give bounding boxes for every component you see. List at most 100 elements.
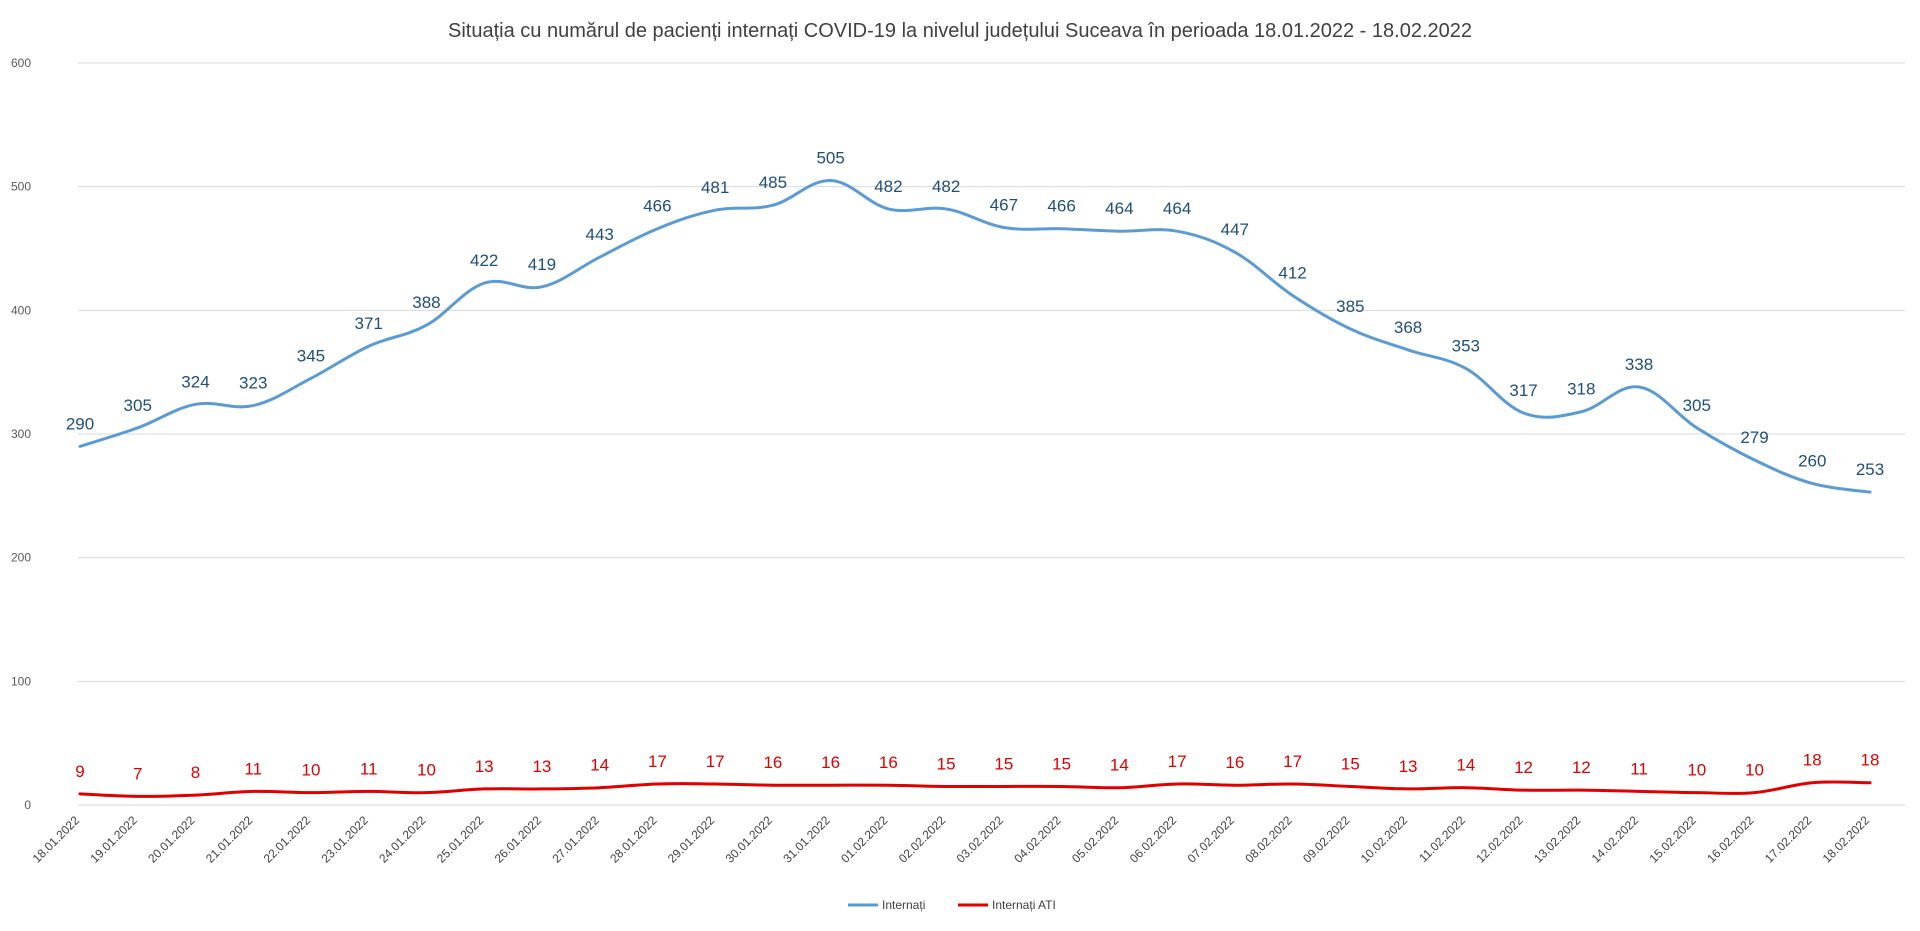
data-label: 505 (816, 148, 844, 167)
data-label: 464 (1163, 199, 1191, 218)
y-axis-ticks: 0 100 200 300 400 500 600 (11, 56, 31, 812)
data-label: 447 (1221, 220, 1249, 239)
x-tick-label: 31.01.2022 (780, 813, 833, 866)
data-label: 318 (1567, 380, 1595, 399)
x-tick-label: 09.02.2022 (1300, 813, 1353, 866)
data-label: 15 (994, 754, 1013, 773)
legend-label: Internați (882, 898, 925, 912)
x-tick-label: 21.01.2022 (203, 813, 256, 866)
data-label: 345 (297, 346, 325, 365)
data-label: 323 (239, 374, 267, 393)
data-label: 9 (75, 762, 84, 781)
data-label: 15 (937, 754, 956, 773)
data-labels: 290 305 324 323 345 371 388 422 419 443 466 481 485 5… (66, 148, 1884, 783)
x-tick-label: 04.02.2022 (1011, 813, 1064, 866)
data-label: 16 (763, 753, 782, 772)
data-label: 14 (1456, 756, 1475, 775)
data-label: 18 (1803, 751, 1822, 770)
data-label: 412 (1278, 263, 1306, 282)
data-label: 353 (1452, 336, 1480, 355)
data-label: 10 (417, 761, 436, 780)
data-label: 14 (1110, 756, 1129, 775)
x-tick-label: 05.02.2022 (1069, 813, 1122, 866)
x-tick-label: 25.01.2022 (434, 813, 487, 866)
data-label: 11 (1630, 759, 1648, 778)
legend-label: Internați ATI (992, 898, 1056, 912)
x-axis-ticks: 18.01.2022 19.01.2022 20.01.2022 21.01.2022… (30, 813, 1873, 866)
data-label: 290 (66, 414, 94, 433)
data-label: 260 (1798, 451, 1826, 470)
data-label: 16 (821, 753, 840, 772)
x-tick-label: 10.02.2022 (1358, 813, 1411, 866)
x-tick-label: 08.02.2022 (1242, 813, 1295, 866)
data-label: 10 (302, 761, 321, 780)
chart-title: Situația cu numărul de pacienți internaț… (448, 20, 1472, 42)
grid-lines (78, 62, 1905, 806)
data-label: 419 (528, 255, 556, 274)
y-tick-label: 400 (11, 303, 31, 317)
x-tick-label: 17.02.2022 (1762, 813, 1815, 866)
data-label: 482 (932, 177, 960, 196)
y-tick-label: 0 (24, 798, 31, 812)
x-tick-label: 16.02.2022 (1704, 813, 1757, 866)
data-label: 16 (1225, 753, 1244, 772)
data-label: 17 (706, 752, 725, 771)
x-tick-label: 13.02.2022 (1531, 813, 1584, 866)
data-label: 10 (1745, 761, 1764, 780)
y-tick-label: 100 (11, 674, 31, 688)
data-label: 481 (701, 178, 729, 197)
data-label: 14 (590, 756, 609, 775)
data-label: 324 (181, 372, 209, 391)
data-label: 422 (470, 251, 498, 270)
data-label: 317 (1509, 381, 1537, 400)
data-label: 368 (1394, 318, 1422, 337)
data-label: 15 (1052, 754, 1071, 773)
legend: Internați Internați ATI (848, 898, 1056, 912)
data-label: 443 (585, 225, 613, 244)
x-tick-label: 19.01.2022 (87, 813, 140, 866)
x-tick-label: 27.01.2022 (549, 813, 602, 866)
data-label: 305 (124, 396, 152, 415)
y-tick-label: 500 (11, 180, 31, 194)
x-tick-label: 15.02.2022 (1647, 813, 1700, 866)
data-label: 18 (1861, 751, 1880, 770)
x-tick-label: 14.02.2022 (1589, 813, 1642, 866)
data-label: 279 (1740, 428, 1768, 447)
data-label: 466 (1047, 197, 1075, 216)
data-label: 385 (1336, 297, 1364, 316)
data-label: 467 (990, 195, 1018, 214)
data-label: 15 (1341, 754, 1360, 773)
x-tick-label: 03.02.2022 (954, 813, 1007, 866)
data-label: 17 (1283, 752, 1302, 771)
data-label: 7 (133, 764, 142, 783)
data-label: 466 (643, 197, 671, 216)
x-tick-label: 26.01.2022 (492, 813, 545, 866)
data-label: 305 (1683, 396, 1711, 415)
x-tick-label: 06.02.2022 (1127, 813, 1180, 866)
data-label: 12 (1514, 758, 1533, 777)
data-label: 17 (1168, 752, 1187, 771)
data-label: 8 (191, 763, 200, 782)
data-label: 17 (648, 752, 667, 771)
data-label: 482 (874, 177, 902, 196)
x-tick-label: 30.01.2022 (723, 813, 776, 866)
data-label: 13 (1399, 757, 1418, 776)
x-tick-label: 11.02.2022 (1416, 813, 1468, 865)
x-tick-label: 20.01.2022 (145, 813, 198, 866)
data-label: 388 (412, 293, 440, 312)
data-label: 12 (1572, 758, 1591, 777)
data-label: 13 (475, 757, 494, 776)
series-line (78, 178, 1872, 494)
x-tick-label: 12.02.2022 (1473, 813, 1526, 866)
series-lines (78, 178, 1872, 798)
series-line (78, 780, 1872, 798)
x-tick-label: 22.01.2022 (261, 813, 314, 866)
data-label: 464 (1105, 199, 1133, 218)
x-tick-label: 28.01.2022 (607, 813, 660, 866)
x-tick-label: 02.02.2022 (896, 813, 949, 866)
data-label: 11 (244, 759, 262, 778)
y-tick-label: 200 (11, 551, 31, 565)
x-tick-label: 29.01.2022 (665, 813, 718, 866)
